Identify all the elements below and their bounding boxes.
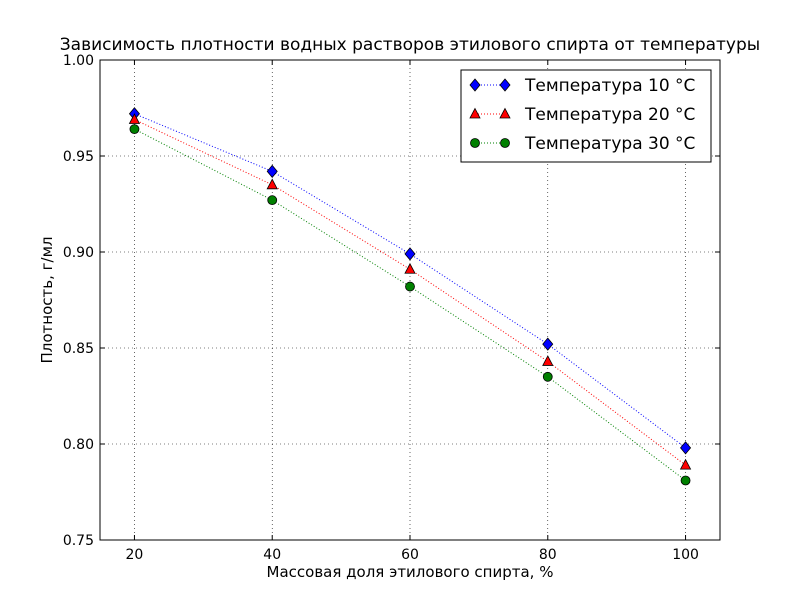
data-point	[404, 247, 416, 261]
data-point	[679, 458, 692, 470]
legend-entry: Температура 30 °C	[470, 134, 695, 154]
data-point	[266, 178, 278, 190]
legend-marker	[499, 78, 511, 92]
legend-marker	[500, 138, 510, 148]
y-tick-label: 0.85	[63, 341, 94, 357]
y-tick-label: 0.95	[63, 149, 94, 165]
chart-title: Зависимость плотности водных растворов э…	[60, 35, 760, 55]
data-point	[405, 281, 415, 292]
x-axis-label: Массовая доля этилового спирта, %	[267, 563, 554, 581]
data-point	[680, 441, 692, 455]
y-axis: 0.75 0.80 0.85 0.90 0.95 1.00	[63, 53, 720, 549]
y-tick-label: 0.80	[63, 437, 94, 453]
x-axis: 20 40 60 80 100	[126, 60, 699, 563]
legend-label: Температура 10 °C	[524, 76, 695, 96]
legend-label: Температура 20 °C	[524, 105, 695, 125]
x-tick-label: 20	[126, 547, 144, 563]
data-point	[129, 124, 140, 135]
data-point	[542, 371, 553, 382]
legend-entry: Температура 20 °C	[469, 105, 695, 125]
y-axis-label: Плотность, г/мл	[38, 237, 56, 364]
legend-label: Температура 30 °C	[524, 134, 695, 154]
y-tick-label: 0.75	[63, 533, 94, 549]
series-1	[128, 107, 692, 455]
data-point	[267, 195, 278, 206]
legend: Температура 10 °C Температура 20 °C Темпер…	[460, 69, 712, 163]
data-point	[680, 475, 691, 486]
legend-marker	[469, 107, 481, 119]
data-point	[404, 262, 416, 274]
y-tick-label: 0.90	[63, 245, 94, 261]
x-tick-label: 100	[672, 547, 699, 563]
legend-marker	[499, 107, 511, 119]
x-tick-label: 40	[263, 547, 281, 563]
x-tick-label: 60	[401, 547, 419, 563]
data-point	[266, 164, 278, 178]
legend-marker	[469, 78, 481, 92]
data-point	[128, 113, 141, 124]
x-tick-label: 80	[539, 547, 557, 563]
series-3	[129, 124, 691, 486]
series-2	[128, 113, 692, 470]
data-point	[542, 355, 554, 366]
y-tick-label: 1.00	[63, 53, 94, 69]
data-point	[542, 337, 554, 351]
legend-marker	[470, 138, 480, 148]
legend-entry: Температура 10 °C	[469, 76, 695, 96]
series-line	[134, 119, 686, 466]
series-layer	[128, 107, 692, 486]
